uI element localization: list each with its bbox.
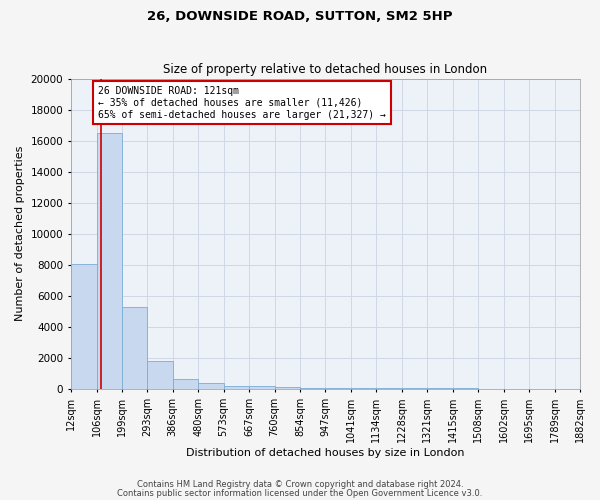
Bar xyxy=(224,386,249,389)
Title: Size of property relative to detached houses in London: Size of property relative to detached ho… xyxy=(163,63,488,76)
Bar xyxy=(249,386,275,389)
Bar xyxy=(122,306,148,389)
Bar xyxy=(173,380,199,389)
Bar xyxy=(376,388,402,389)
Bar xyxy=(325,388,351,389)
Bar xyxy=(71,264,97,389)
Text: 26 DOWNSIDE ROAD: 121sqm
← 35% of detached houses are smaller (11,426)
65% of se: 26 DOWNSIDE ROAD: 121sqm ← 35% of detach… xyxy=(98,86,386,120)
Bar xyxy=(275,388,300,389)
Text: Contains public sector information licensed under the Open Government Licence v3: Contains public sector information licen… xyxy=(118,488,482,498)
Bar xyxy=(97,133,122,389)
Text: 26, DOWNSIDE ROAD, SUTTON, SM2 5HP: 26, DOWNSIDE ROAD, SUTTON, SM2 5HP xyxy=(147,10,453,23)
Bar xyxy=(199,384,224,389)
Text: Contains HM Land Registry data © Crown copyright and database right 2024.: Contains HM Land Registry data © Crown c… xyxy=(137,480,463,489)
Bar xyxy=(351,388,376,389)
X-axis label: Distribution of detached houses by size in London: Distribution of detached houses by size … xyxy=(186,448,465,458)
Bar xyxy=(148,361,173,389)
Y-axis label: Number of detached properties: Number of detached properties xyxy=(15,146,25,322)
Bar xyxy=(300,388,325,389)
